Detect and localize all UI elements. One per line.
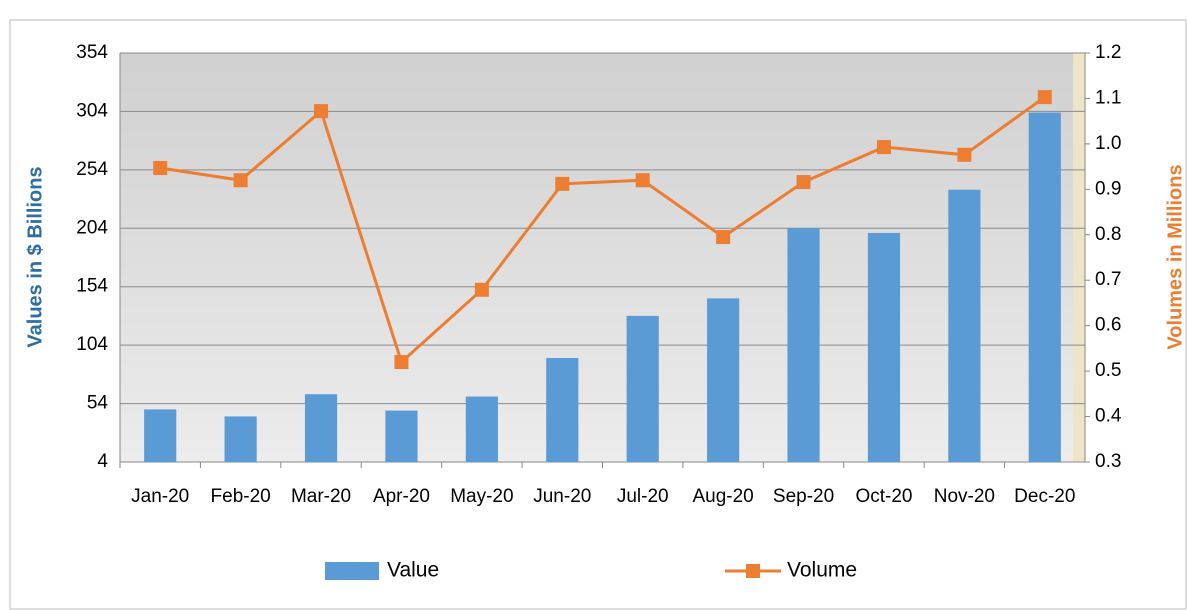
y2-tick-label: 0.6	[1095, 315, 1121, 336]
marker	[233, 173, 248, 188]
bar	[224, 416, 257, 462]
y-tick-label: 104	[76, 334, 108, 355]
y2-tick-label: 0.9	[1095, 178, 1121, 199]
line	[159, 95, 1046, 365]
legend-marker	[746, 564, 760, 578]
marker	[796, 175, 811, 190]
legend-swatch	[325, 562, 379, 580]
marker	[153, 160, 168, 175]
y-tick-label: 354	[76, 42, 108, 63]
marker	[957, 147, 972, 162]
marker	[555, 176, 570, 191]
x-tick-label: Jun-20	[533, 486, 591, 507]
x-tick-label: Jul-20	[617, 486, 669, 507]
bar	[626, 315, 659, 462]
x-tick-label: Feb-20	[211, 486, 271, 507]
y2-tick-label: 0.7	[1095, 269, 1121, 290]
y2-tick-label: 1.2	[1095, 42, 1121, 63]
y-tick-label: 154	[76, 276, 108, 297]
x-tick-label: Dec-20	[1014, 486, 1075, 507]
y-tick-label: 304	[76, 100, 108, 121]
x-tick-label: Jan-20	[131, 486, 189, 507]
marker	[876, 140, 891, 155]
x-tick-label: May-20	[450, 486, 513, 507]
y-tick-label: 204	[76, 217, 108, 238]
bar	[304, 394, 338, 462]
marker	[716, 230, 731, 245]
bar	[867, 232, 901, 462]
y2-axis-label: Volumes in Millions	[1164, 164, 1186, 349]
marker	[394, 355, 409, 370]
x-tick-label: Aug-20	[692, 486, 753, 507]
marker	[635, 173, 650, 188]
bar	[144, 409, 177, 462]
bar	[948, 189, 981, 463]
y-tick-label: 254	[76, 159, 108, 180]
x-tick-label: Sep-20	[773, 486, 834, 507]
plot-edge	[1073, 53, 1085, 462]
y-axis-label: Values in $ Billions	[24, 166, 46, 347]
x-tick-label: Mar-20	[291, 486, 351, 507]
bar	[787, 228, 820, 462]
bar	[546, 357, 579, 462]
bar	[1028, 112, 1061, 463]
y-tick-label: 4	[97, 451, 108, 472]
legend-label: Value	[387, 559, 439, 582]
plot-area	[120, 53, 1085, 462]
x-tick-label: Nov-20	[934, 486, 995, 507]
y2-tick-label: 0.8	[1095, 224, 1121, 245]
y2-tick-label: 1.1	[1095, 87, 1121, 108]
y2-tick-label: 0.4	[1095, 406, 1122, 427]
y2-tick-label: 0.3	[1095, 451, 1121, 472]
marker	[474, 282, 489, 297]
bar	[465, 396, 498, 462]
y2-tick-label: 1.0	[1095, 133, 1121, 154]
bar	[707, 298, 740, 462]
x-tick-label: Oct-20	[855, 486, 912, 507]
marker	[314, 104, 329, 119]
x-tick-label: Apr-20	[373, 486, 430, 507]
marker	[1037, 90, 1052, 105]
y2-tick-label: 0.5	[1095, 360, 1121, 381]
bar	[385, 410, 418, 462]
y-tick-label: 54	[87, 393, 109, 414]
legend-label: Volume	[787, 559, 857, 582]
